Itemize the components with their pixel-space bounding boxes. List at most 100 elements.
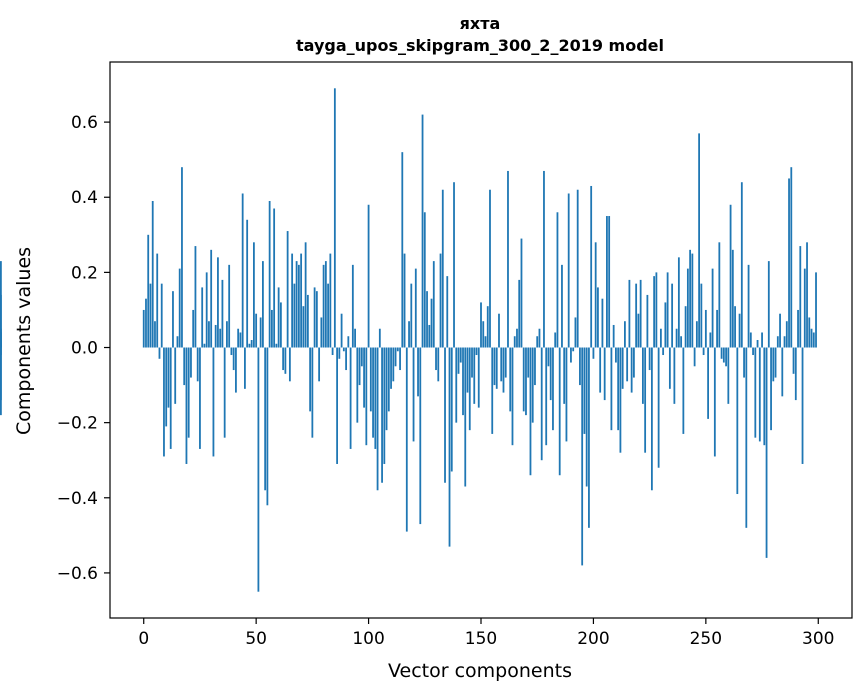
bar (374, 347, 377, 449)
bar (273, 208, 276, 348)
bar (412, 347, 415, 442)
x-tick-label: 300 (802, 629, 834, 649)
bar (700, 283, 703, 348)
bar (657, 347, 660, 468)
bar (608, 216, 611, 348)
bar (788, 178, 790, 348)
bar (423, 212, 426, 348)
bar (659, 328, 662, 348)
bar (554, 332, 557, 348)
bar (624, 321, 626, 348)
y-tick-label: 0.0 (71, 339, 98, 359)
bar (507, 170, 509, 348)
bar (192, 309, 195, 348)
bar (765, 347, 768, 558)
bar (583, 347, 586, 434)
bar (277, 287, 280, 348)
bar (378, 328, 381, 348)
bar (246, 219, 249, 348)
bar (590, 185, 593, 348)
bar (797, 309, 799, 348)
bar (468, 347, 471, 431)
bar (716, 309, 718, 348)
bar (286, 231, 289, 348)
bar (358, 347, 361, 386)
bar (212, 347, 215, 457)
y-axis: −0.6 −0.4 −0.2 0.0 0.2 0.4 0.6 (57, 113, 110, 584)
bar (603, 347, 606, 401)
bar (549, 347, 552, 401)
bar (520, 238, 523, 348)
bar (493, 347, 496, 386)
x-tick-label: 0 (138, 629, 149, 649)
bar (158, 347, 161, 359)
bar (0, 294, 2, 348)
bar (635, 283, 638, 348)
bar (650, 347, 653, 491)
bar (774, 347, 777, 378)
bar (572, 347, 575, 352)
bar (693, 347, 696, 367)
bar (790, 167, 793, 348)
bar (675, 328, 678, 348)
bar (419, 347, 422, 525)
bar (639, 279, 642, 348)
bar (644, 347, 647, 453)
y-tick-label: 0.4 (71, 188, 98, 208)
y-tick-label: −0.2 (57, 414, 98, 434)
bar (381, 347, 383, 483)
x-tick-label: 50 (245, 629, 267, 649)
bar (466, 347, 469, 393)
bar (738, 313, 741, 348)
bar (709, 332, 712, 348)
bar (722, 347, 725, 363)
bar (756, 340, 759, 348)
bar (527, 347, 530, 378)
bar (203, 343, 206, 348)
bar (619, 347, 622, 453)
bar (606, 216, 608, 348)
bar (288, 347, 291, 382)
bar (446, 276, 449, 348)
bar (167, 347, 170, 408)
bar (626, 347, 629, 382)
bar (0, 340, 2, 348)
bar (248, 343, 251, 348)
bar (414, 268, 417, 348)
bar (356, 347, 359, 423)
bar (749, 332, 752, 348)
bar (653, 276, 656, 348)
bar (217, 257, 219, 348)
bar (776, 336, 779, 348)
bar (673, 347, 676, 404)
bar (401, 152, 404, 348)
bar (803, 268, 806, 348)
bar (223, 347, 226, 438)
bar (385, 347, 388, 431)
bar (707, 347, 709, 419)
bar (509, 347, 512, 412)
bar (576, 189, 579, 348)
bar (450, 347, 453, 472)
y-tick-label: −0.4 (57, 489, 98, 509)
bar (432, 261, 435, 348)
bar (306, 294, 309, 348)
bar (284, 347, 287, 374)
bar (743, 347, 745, 378)
bar (682, 347, 685, 434)
bar (727, 347, 730, 404)
bar (163, 347, 165, 457)
bar (250, 340, 253, 348)
bar (226, 321, 228, 348)
bar (282, 347, 285, 371)
bar (630, 347, 633, 393)
bar (444, 347, 446, 483)
bar (808, 317, 811, 348)
bar (498, 313, 500, 348)
bar (704, 309, 707, 348)
chart-subtitle: tayga_upos_skipgram_300_2_2019 model (296, 36, 664, 55)
bar (194, 246, 197, 348)
bar (304, 242, 307, 348)
bar (210, 249, 213, 348)
bar (295, 261, 298, 348)
